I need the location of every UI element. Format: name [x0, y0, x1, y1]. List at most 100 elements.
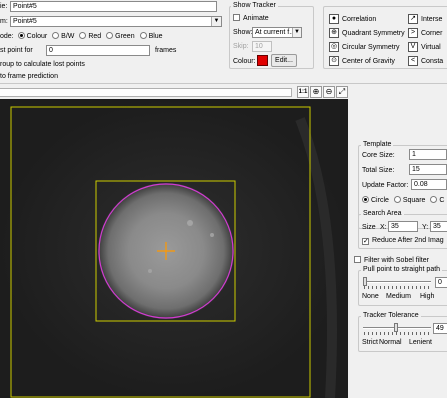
show-select-value: At current f... — [255, 29, 296, 36]
chevron-down-icon[interactable]: ▼ — [211, 17, 221, 26]
particle-spot — [210, 233, 214, 237]
lost-point-frames-input[interactable]: 0 — [46, 45, 150, 56]
method-center-of-gravity[interactable]: ⊙ Center of Gravity — [329, 56, 395, 66]
tolerance-value[interactable]: 49 — [433, 323, 447, 334]
method-center-label: Center of Gravity — [342, 57, 395, 65]
frame-scrollbar[interactable] — [0, 88, 292, 97]
mode-label: ode: — [0, 33, 14, 40]
method-quadrant-symmetry[interactable]: ⊕ Quadrant Symmetry — [329, 28, 405, 38]
circular-symmetry-icon: ◎ — [329, 42, 339, 52]
mode-option-colour[interactable]: Colour — [17, 32, 47, 40]
method-correlation-label: Correlation — [342, 15, 377, 23]
group-lost-points-label: roup to calculate lost points — [0, 61, 85, 68]
pull-point-value[interactable]: 0 — [435, 277, 447, 288]
lost-point-label: st point for — [0, 47, 33, 54]
method-circular-label: Circular Symmetry — [342, 43, 400, 51]
search-y-input[interactable]: 35 — [430, 221, 447, 232]
tolerance-slider-thumb[interactable] — [394, 323, 398, 332]
image-viewport[interactable] — [0, 99, 348, 398]
pull-scale-high: High — [420, 293, 435, 300]
method-intersect[interactable]: ↗ Interse — [408, 14, 442, 24]
update-factor-input[interactable]: 0.08 — [411, 179, 447, 190]
show-select[interactable]: At current f... ▼ — [252, 27, 302, 38]
pull-scale-medium: Medium — [386, 293, 411, 300]
pull-point-title: Pull point to straight path — [361, 265, 443, 274]
core-size-input[interactable]: 1 — [409, 149, 447, 160]
total-size-label: Total Size: — [362, 167, 395, 174]
mode-bw-label: B/W — [61, 33, 75, 40]
mode-option-red[interactable]: Red — [79, 32, 102, 40]
mode-red-label: Red — [88, 33, 102, 40]
skip-label: Skip: — [233, 43, 249, 50]
name-label: ie: — [0, 3, 8, 10]
method-constant[interactable]: < Consta — [408, 56, 443, 66]
methods-group — [323, 6, 447, 69]
show-tracker-title: Show Tracker — [231, 1, 278, 10]
colour-label: Colour: — [233, 58, 256, 65]
zoom-actual-button[interactable]: 1:1 — [297, 86, 309, 98]
from-select[interactable]: Point#5 ▼ — [10, 16, 222, 27]
total-size-input[interactable]: 15 — [409, 164, 447, 175]
corner-icon: > — [408, 28, 418, 38]
radio-selected-icon: ● — [329, 14, 339, 24]
shape-option-other[interactable]: C — [430, 196, 444, 204]
radio-icon — [139, 32, 147, 39]
mode-row: ode: Colour B/W Red Green Blue — [0, 32, 163, 41]
radio-icon — [17, 32, 25, 39]
frame-prediction-label: to frame prediction — [0, 73, 58, 80]
radio-icon — [393, 196, 401, 203]
colour-edit-button[interactable]: Edit... — [271, 54, 297, 67]
point-name-field[interactable]: Point#5 — [10, 1, 217, 12]
animate-checkbox[interactable]: Animate — [233, 14, 269, 23]
search-y-label: Y: — [422, 224, 429, 231]
shape-option-square[interactable]: Square — [393, 196, 425, 204]
tolerance-scale-normal: Normal — [379, 339, 402, 346]
constant-icon: < — [408, 56, 418, 66]
colour-swatch[interactable] — [257, 55, 268, 66]
sobel-filter-label: Filter with Sobel filter — [364, 257, 429, 264]
tolerance-ticks — [364, 332, 430, 335]
template-box[interactable] — [95, 180, 236, 322]
mode-green-label: Green — [115, 33, 135, 40]
pull-point-slider-thumb[interactable] — [363, 277, 367, 286]
method-circular-symmetry[interactable]: ◎ Circular Symmetry — [329, 42, 400, 52]
method-corner-label: Corner — [421, 29, 443, 37]
tracker-circle[interactable] — [98, 183, 234, 319]
method-corner[interactable]: > Corner — [408, 28, 442, 38]
method-intersect-label: Interse — [421, 15, 443, 23]
search-x-label: X: — [380, 224, 387, 231]
chevron-down-icon[interactable]: ▼ — [292, 28, 301, 37]
checkbox-icon — [233, 14, 240, 21]
animate-label: Animate — [243, 15, 269, 22]
mode-option-bw[interactable]: B/W — [52, 32, 75, 40]
method-correlation[interactable]: ● Correlation — [329, 14, 376, 24]
from-select-value: Point#5 — [13, 18, 37, 25]
particle-spot — [187, 220, 193, 226]
update-factor-label: Update Factor: — [362, 182, 409, 189]
sobel-filter-checkbox[interactable]: Filter with Sobel filter — [354, 256, 429, 265]
fit-window-icon[interactable]: ⤢ — [336, 86, 348, 98]
from-label: m: — [0, 18, 8, 25]
search-x-input[interactable]: 35 — [388, 221, 418, 232]
method-virtual[interactable]: V Virtual — [408, 42, 441, 52]
show-label: Show: — [233, 29, 253, 36]
radio-icon — [430, 196, 438, 203]
radio-icon — [106, 32, 114, 39]
shape-option-circle[interactable]: Circle — [362, 196, 389, 204]
mode-option-green[interactable]: Green — [106, 32, 135, 40]
zoom-in-icon[interactable]: ⊕ — [310, 86, 322, 98]
zoom-out-icon[interactable]: ⊖ — [323, 86, 335, 98]
image-shadow — [295, 117, 337, 398]
tracking-image[interactable] — [0, 99, 348, 398]
pull-point-slider-track[interactable] — [363, 281, 431, 283]
tolerance-scale-strict: Strict — [362, 339, 378, 346]
mode-option-blue[interactable]: Blue — [139, 32, 163, 40]
template-title: Template — [361, 140, 394, 149]
skip-input[interactable]: 10 — [252, 41, 272, 52]
reduce-after-checkbox[interactable]: ✓ Reduce After 2nd Imag — [362, 236, 444, 245]
particle-spot — [148, 269, 152, 273]
template-shape-row: Circle Square C — [362, 196, 444, 205]
core-size-label: Core Size: — [362, 152, 395, 159]
search-area-box[interactable] — [10, 106, 311, 398]
center-gravity-icon: ⊙ — [329, 56, 339, 66]
